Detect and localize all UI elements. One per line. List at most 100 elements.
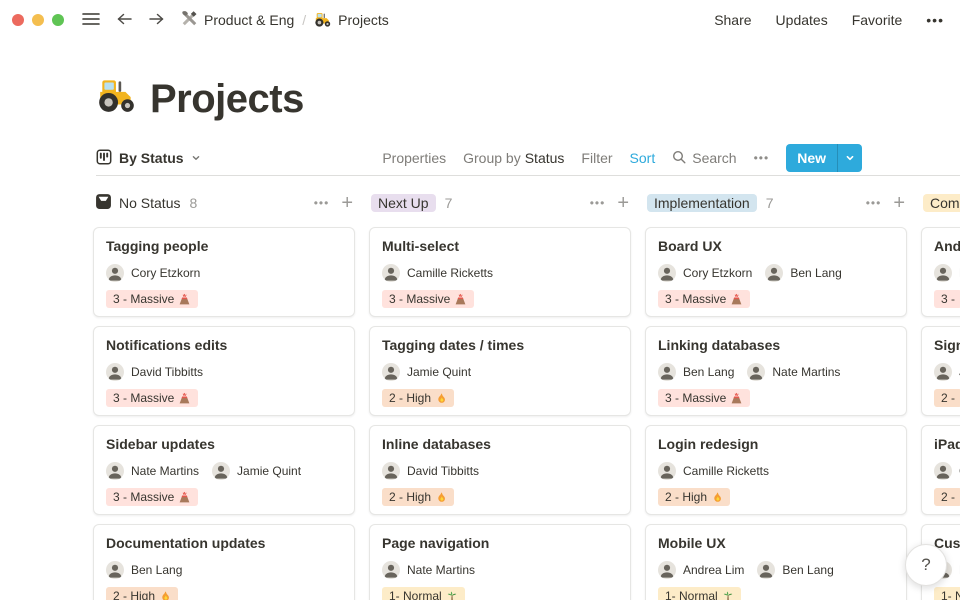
kanban-card[interactable]: Board UX Cory Etzkorn Ben Lang 3 - Massive: [645, 227, 907, 317]
member-name: Jamie Quint: [237, 464, 302, 478]
sidebar-menu-button[interactable]: [82, 12, 100, 29]
member-avatar: [382, 561, 400, 579]
member-avatar: [747, 363, 766, 381]
group-by-value: Status: [524, 150, 565, 166]
toolbar-divider: [96, 175, 960, 176]
member-name: Andrea Lim: [683, 563, 745, 577]
card-title: Sidebar updates: [106, 436, 215, 452]
priority-tag: 3 -: [934, 290, 960, 308]
member-avatar: [658, 561, 676, 579]
updates-button[interactable]: Updates: [775, 12, 828, 28]
properties-button[interactable]: Properties: [382, 150, 447, 166]
minimize-window-button[interactable]: [32, 14, 44, 26]
card-members: Cory Etzkorn: [106, 264, 342, 282]
kanban-card[interactable]: Notifications edits David Tibbitts 3 - Mas…: [93, 326, 355, 416]
tractor-icon[interactable]: [96, 73, 138, 125]
member-avatar: [106, 462, 124, 480]
new-button[interactable]: New: [786, 144, 862, 172]
new-button-label[interactable]: New: [797, 150, 826, 166]
member: N: [934, 264, 960, 282]
view-switcher-label: By Status: [119, 150, 184, 166]
kanban-card[interactable]: Documentation updates Ben Lang 2 - High: [93, 524, 355, 600]
group-by-button[interactable]: Group by Status: [463, 150, 564, 166]
kanban-card[interactable]: Multi-select Camille Ricketts 3 - Massive: [369, 227, 631, 317]
kanban-card[interactable]: Sign J 2 -: [921, 326, 960, 416]
member: C: [934, 462, 960, 480]
hamburger-icon: [82, 12, 100, 29]
kanban-card[interactable]: Mobile UX Andrea Lim Ben Lang 1- Normal: [645, 524, 907, 600]
kanban-card[interactable]: Tagging people Cory Etzkorn 3 - Massive: [93, 227, 355, 317]
priority-tag-label: 3 - Massive: [665, 391, 727, 405]
volcano-icon: [730, 392, 743, 405]
member-name: Cory Etzkorn: [683, 266, 753, 280]
card-title: Inline databases: [382, 436, 491, 452]
back-button[interactable]: [116, 11, 133, 30]
column-add-card-button[interactable]: +: [341, 192, 353, 214]
kanban-card[interactable]: iPad C 2 -: [921, 425, 960, 515]
kanban-board: No Status 8 ••• + Tagging people Cory Etzkorn…: [0, 176, 960, 600]
member: Nate Martins: [382, 561, 475, 579]
member-avatar: [658, 462, 676, 480]
column-add-card-button[interactable]: +: [893, 192, 905, 214]
column-header: Implementation 7 ••• +: [647, 192, 905, 214]
priority-tag-label: 1- N: [941, 589, 960, 600]
kanban-card[interactable]: Linking databases Ben Lang Nate Martins 3 -…: [645, 326, 907, 416]
kanban-card[interactable]: Tagging dates / times Jamie Quint 2 - High: [369, 326, 631, 416]
help-button[interactable]: ?: [905, 544, 947, 586]
member: Cory Etzkorn: [106, 264, 200, 282]
priority-tag: 3 - Massive: [106, 290, 199, 308]
close-window-button[interactable]: [12, 14, 24, 26]
search-label: Search: [692, 150, 737, 166]
more-options-button[interactable]: •••: [926, 12, 944, 28]
breadcrumb-page-label: Projects: [338, 12, 389, 28]
filter-button[interactable]: Filter: [581, 150, 613, 166]
expand-window-button[interactable]: [52, 14, 64, 26]
column-add-card-button[interactable]: +: [617, 192, 629, 214]
card-members: Andrea Lim Ben Lang: [658, 561, 894, 579]
window-controls: [12, 14, 64, 26]
kanban-card[interactable]: Login redesign Camille Ricketts 2 - High: [645, 425, 907, 515]
card-members: Nate Martins Jamie Quint: [106, 462, 342, 480]
view-switcher[interactable]: By Status: [96, 149, 201, 168]
kanban-card[interactable]: And N 3 -: [921, 227, 960, 317]
member-name: Ben Lang: [782, 563, 834, 577]
column-status-badge[interactable]: Next Up: [371, 194, 436, 212]
priority-tag-label: 3 - Massive: [665, 292, 727, 306]
forward-button[interactable]: [148, 11, 165, 30]
kanban-card[interactable]: Sidebar updates Nate Martins Jamie Quint 3 …: [93, 425, 355, 515]
member-avatar: [765, 264, 784, 282]
favorite-button[interactable]: Favorite: [851, 12, 903, 28]
tools-icon: [181, 10, 198, 30]
kanban-card[interactable]: Page navigation Nate Martins 1- Normal: [369, 524, 631, 600]
member-name: David Tibbitts: [407, 464, 480, 478]
share-button[interactable]: Share: [714, 12, 752, 28]
column-status-badge[interactable]: Implementation: [647, 194, 757, 212]
priority-tag-label: 1- Normal: [665, 589, 718, 600]
column-title[interactable]: No Status: [95, 193, 180, 213]
priority-tag: 1- N: [934, 587, 960, 600]
new-dropdown-button[interactable]: [837, 144, 862, 172]
priority-tag-label: 2 - High: [113, 589, 156, 600]
page-title-text[interactable]: Projects: [150, 77, 304, 121]
priority-tag: 1- Normal: [382, 587, 465, 600]
column-more-button[interactable]: •••: [589, 196, 606, 210]
column-count: 8: [189, 195, 198, 211]
breadcrumb-page[interactable]: Projects: [314, 10, 389, 31]
view-options-button[interactable]: •••: [753, 151, 770, 165]
column-status-badge[interactable]: Com: [923, 194, 960, 212]
member-avatar: [382, 264, 400, 282]
priority-tag: 2 - High: [382, 389, 455, 407]
kanban-card[interactable]: Inline databases David Tibbitts 2 - High: [369, 425, 631, 515]
priority-tag-label: 3 - Massive: [113, 490, 175, 504]
member: Jamie Quint: [382, 363, 471, 381]
priority-tag-label: 2 -: [941, 391, 956, 405]
card-title: Board UX: [658, 238, 722, 254]
member-avatar: [106, 561, 124, 579]
column-more-button[interactable]: •••: [865, 196, 882, 210]
palm-icon: [446, 590, 458, 600]
column-more-button[interactable]: •••: [313, 196, 330, 210]
sort-button[interactable]: Sort: [629, 150, 656, 166]
breadcrumb-workspace[interactable]: Product & Eng: [181, 10, 294, 30]
chevron-down-icon: [845, 151, 855, 166]
search-button[interactable]: Search: [672, 150, 737, 167]
